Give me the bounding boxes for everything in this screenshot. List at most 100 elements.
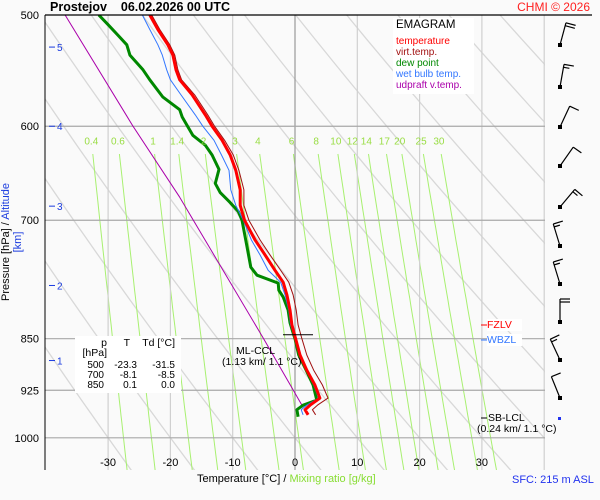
mixing-ratio-line	[337, 153, 387, 470]
legend-title: EMAGRAM	[396, 19, 456, 31]
barb-staff	[559, 188, 576, 208]
barb-full	[574, 188, 583, 197]
mixing-ratio-line	[259, 153, 304, 470]
barb-station-dot	[558, 205, 562, 209]
wind-barb	[552, 258, 564, 286]
sb-lcl-detail: (0.24 km/ 1.1 °C)	[477, 423, 557, 435]
cell: 500	[87, 360, 104, 371]
col-pressure: p [hPa]	[82, 337, 107, 359]
mixing-ratio-line	[386, 153, 439, 470]
legend: EMAGRAM temperature virt.temp. dew point…	[393, 18, 474, 94]
barb-staff	[559, 146, 574, 167]
mixing-ratio-line	[118, 153, 156, 470]
dry-adiabat	[45, 97, 322, 470]
wind-barb	[558, 298, 570, 324]
pressure-tick-label: 600	[21, 121, 39, 133]
surface-marker	[558, 417, 561, 420]
mixing-ratio-label: 4	[255, 136, 261, 147]
mixing-ratio-label: 12	[347, 136, 359, 147]
pressure-tick-label: 850	[21, 334, 39, 346]
mixing-ratio-label: 20	[394, 136, 406, 147]
fzlv-label: FZLV	[487, 319, 522, 331]
wind-barb	[558, 105, 580, 129]
barb-station-dot	[558, 396, 562, 400]
temperature-tick-label: -10	[225, 457, 241, 469]
mixing-ratio-label: 14	[361, 136, 373, 147]
temperature-tick-label: 0	[292, 457, 298, 469]
barb-staff	[549, 338, 561, 361]
level-table: p [hPa] T Td [°C] 500 -23.3 -31.5 700 -8.1 -…	[75, 336, 181, 393]
barb-full	[563, 63, 574, 67]
mixing-ratio-label: 0.6	[111, 136, 125, 147]
series-udpraft-v-temp	[64, 15, 304, 408]
barb-full	[565, 25, 575, 29]
mixing-ratio-line	[154, 153, 193, 470]
barb-station-dot	[558, 125, 562, 129]
cell: 0.1	[123, 380, 137, 391]
barb-staff	[559, 64, 565, 88]
table-row: 700 -8.1 -8.5	[75, 371, 181, 381]
altitude-tick-label: 5	[57, 43, 63, 54]
dry-adiabat	[45, 259, 196, 470]
mixing-ratio-label: 6	[289, 136, 295, 147]
barb-staff	[552, 261, 561, 285]
altitude-tick-label: 3	[57, 202, 63, 213]
temperature-tick-label: 20	[413, 457, 425, 469]
sounding-datetime: 06.02.2026 00 UTC	[120, 0, 230, 14]
table-header: p [hPa] T Td [°C]	[75, 337, 181, 359]
cell: -31.5	[152, 360, 175, 371]
separator: /	[0, 219, 12, 229]
legend-item-dew-point: dew point	[396, 58, 439, 69]
dry-adiabat	[90, 15, 449, 470]
wbzl-label: WBZL	[487, 334, 523, 346]
legend-item-virt-temp: virt.temp.	[396, 47, 438, 58]
col-t: T	[123, 337, 130, 349]
dry-adiabat	[45, 345, 132, 470]
mixing-ratio-label: Mixing ratio [g/kg]	[289, 473, 376, 485]
wind-barb	[558, 22, 576, 47]
barb-full	[550, 334, 560, 340]
pressure-tick-label: 1000	[15, 433, 39, 445]
legend-item-updraft: udpraft v.temp.	[396, 80, 462, 91]
series-virt-temp	[151, 15, 329, 416]
barb-station-dot	[558, 282, 562, 286]
separator: /	[280, 473, 290, 485]
table-row: 850 0.1 0.0	[75, 381, 181, 391]
mixing-ratio-label: 1	[150, 136, 156, 147]
wind-barb	[550, 372, 562, 400]
chart-title: Prostejov 06.02.2026 00 UTC	[50, 0, 230, 14]
barb-full	[572, 146, 582, 154]
barb-half	[551, 338, 558, 343]
dry-adiabat	[45, 177, 259, 470]
cell: 0.0	[161, 380, 175, 391]
ml-ccl-label: ML-CCL	[236, 345, 276, 357]
legend-item-temperature: temperature	[396, 36, 450, 47]
mixing-ratio-label: 2	[201, 136, 207, 147]
dry-adiabat	[141, 15, 512, 470]
barb-station-dot	[558, 43, 562, 47]
barb-full	[565, 22, 576, 26]
col-td: Td [°C]	[142, 337, 175, 349]
pressure-tick-label: 700	[21, 215, 39, 227]
barb-staff	[559, 22, 567, 46]
mixing-ratio-line	[292, 153, 340, 470]
dry-adiabat	[243, 15, 545, 373]
temperature-tick-label: 10	[351, 457, 363, 469]
altitude-tick-label: 2	[57, 281, 63, 292]
mixing-ratio-line	[178, 153, 219, 470]
mixing-ratio-label: 30	[433, 136, 445, 147]
altitude-tick-label: 4	[57, 122, 63, 133]
barb-staff	[559, 105, 571, 128]
barb-staff	[550, 376, 561, 399]
barb-staff	[552, 223, 561, 247]
dry-adiabat	[294, 15, 545, 308]
cell: -8.5	[157, 370, 175, 381]
wind-barb	[552, 220, 564, 248]
cell: 700	[87, 370, 104, 381]
wind-barb	[558, 188, 583, 209]
temperature-tick-label: 30	[476, 457, 488, 469]
x-axis-label: Temperature [°C] / Mixing ratio [g/kg]	[197, 473, 376, 485]
cell: -23.3	[114, 360, 137, 371]
mixing-ratio-label: 17	[379, 136, 391, 147]
